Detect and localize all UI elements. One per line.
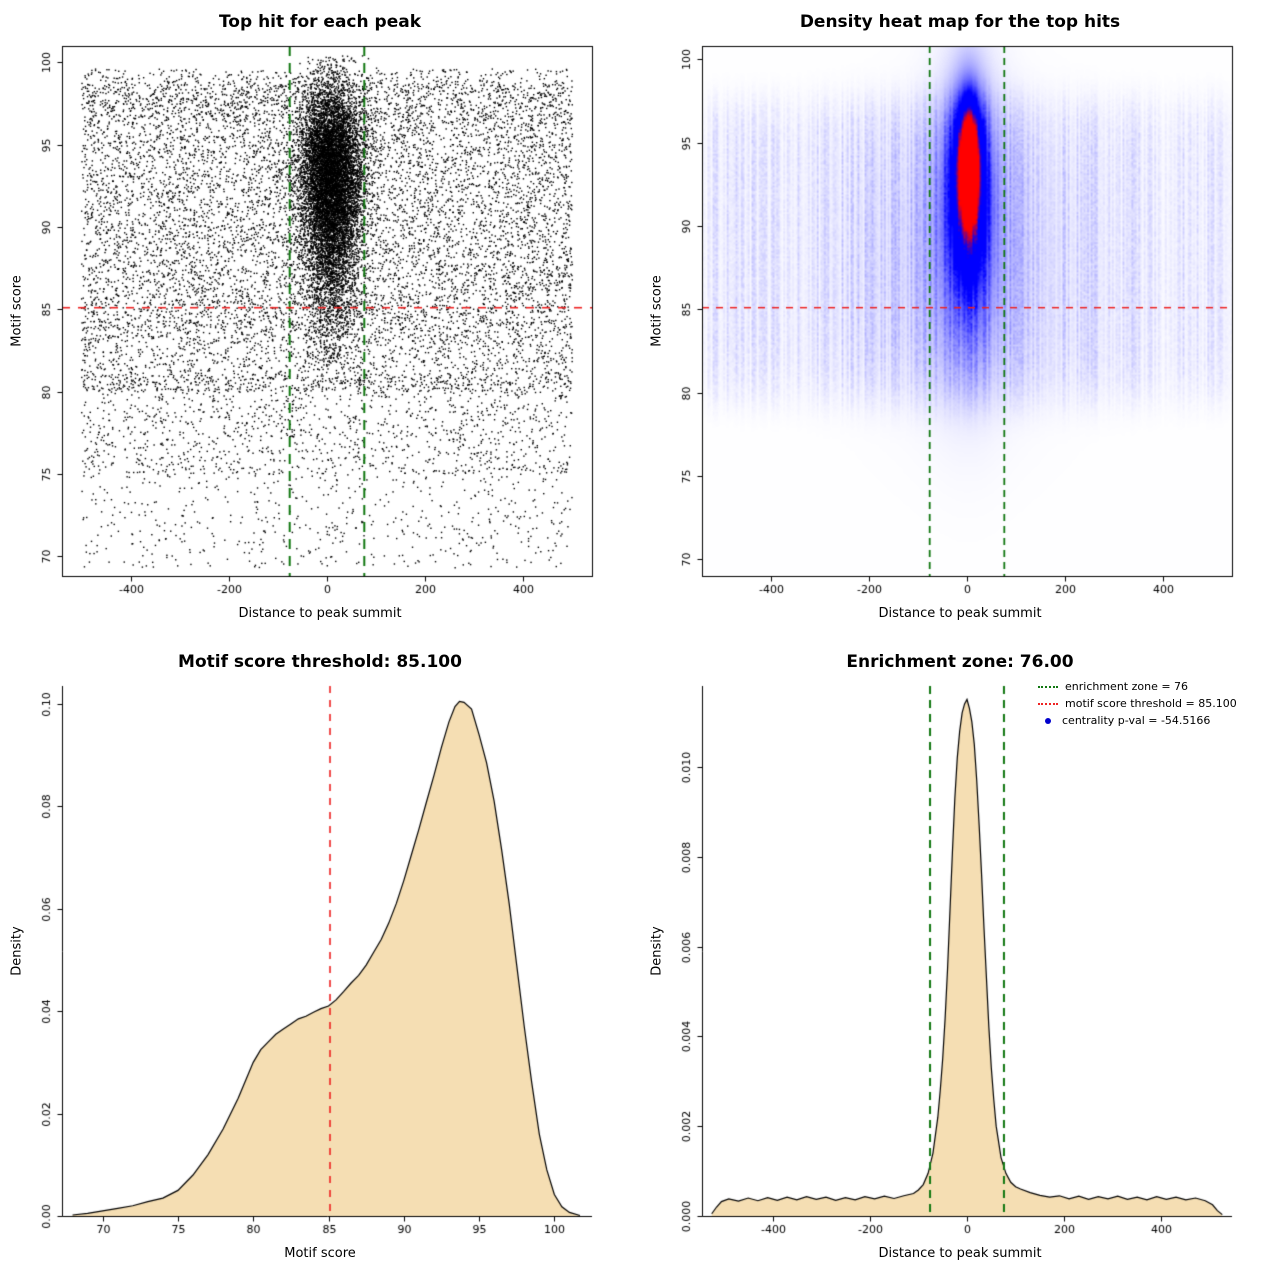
panel-title-heatmap: Density heat map for the top hits xyxy=(799,12,1121,32)
motif-score-density-chart xyxy=(0,640,640,1280)
x-axis-label-distance-2: Distance to peak summit xyxy=(878,606,1042,621)
x-axis-label-distance-3: Distance to peak summit xyxy=(878,1246,1042,1261)
legend-item-score-threshold: motif score threshold = 85.100 xyxy=(1038,695,1237,712)
panel-title-top-hits: Top hit for each peak xyxy=(218,12,422,32)
legend-label-centrality-pval: centrality p-val = -54.5166 xyxy=(1062,714,1211,727)
score-threshold-line-sample xyxy=(1038,702,1058,705)
y-axis-label-motif-score-2: Motif score xyxy=(649,275,665,347)
scatter-top-hits-chart xyxy=(0,0,640,640)
panel-title-enrichment-zone: Enrichment zone: 76.00 xyxy=(846,652,1074,672)
legend-item-enrichment-zone: enrichment zone = 76 xyxy=(1038,678,1237,695)
y-axis-label-density-2: Density xyxy=(649,926,665,976)
legend-label-enrichment-zone: enrichment zone = 76 xyxy=(1065,680,1189,693)
legend-label-score-threshold: motif score threshold = 85.100 xyxy=(1065,697,1237,710)
x-axis-label-distance-1: Distance to peak summit xyxy=(238,606,402,621)
y-axis-label-density-1: Density xyxy=(9,926,25,976)
x-axis-label-motif-score: Motif score xyxy=(284,1246,356,1261)
legend-item-centrality-pval: centrality p-val = -54.5166 xyxy=(1038,712,1237,729)
enrichment-zone-line-sample xyxy=(1038,685,1058,688)
panel-title-score-threshold: Motif score threshold: 85.100 xyxy=(178,652,462,672)
density-heatmap-chart xyxy=(640,0,1280,640)
centrality-pval-point-sample xyxy=(1045,717,1051,724)
y-axis-label-motif-score-1: Motif score xyxy=(9,275,25,347)
distance-density-chart xyxy=(640,640,1280,1280)
legend: enrichment zone = 76 motif score thresho… xyxy=(1038,678,1237,729)
